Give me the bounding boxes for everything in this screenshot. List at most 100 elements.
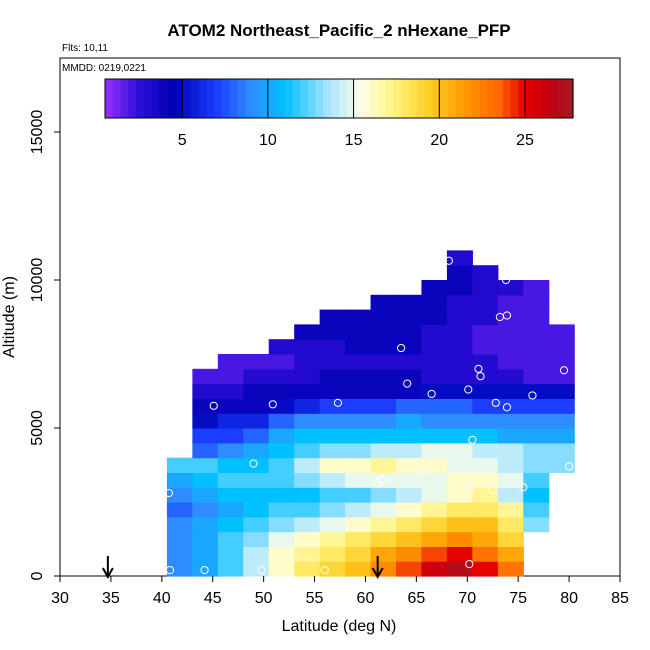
heatmap-cell [370,309,397,325]
heatmap-cell [421,398,448,414]
arrow-marker [101,556,114,580]
colorbar-segment [144,79,153,118]
heatmap-cell [472,502,499,518]
sample-point [417,468,426,477]
heatmap-cell [396,413,423,429]
heatmap-cell [294,368,321,385]
sample-point [488,486,497,495]
colorbar-segment [417,79,426,118]
heatmap-cell [497,324,524,340]
heatmap-cell [370,428,397,444]
heatmap-cell [217,442,244,459]
heatmap-cell [446,324,473,340]
colorbar-segment [190,79,200,118]
colorbar-segment [549,79,558,118]
heatmap-cell [345,516,372,533]
heatmap-cell [268,472,295,488]
heatmap-cell [370,457,397,473]
heatmap-cell [396,339,423,355]
heatmap-cell [243,487,270,503]
heatmap-cell [319,502,346,518]
sample-point [476,372,485,381]
heatmap-cell [243,516,270,533]
x-tick-label: 30 [51,590,69,607]
heatmap-cell [243,398,270,414]
heatmap-cell [294,502,321,518]
heatmap-cell [243,531,270,547]
heatmap-cell [472,457,499,473]
heatmap-cell [294,413,321,429]
heatmap-cell [497,339,524,355]
heatmap-cell [446,354,473,370]
heatmap-cell [370,442,397,459]
heatmap-cell [523,398,550,414]
heatmap-cell [523,442,550,459]
heatmap-cell [396,442,423,459]
sample-point [474,364,483,373]
colorbar-segment [198,79,207,118]
heatmap-cell [345,546,372,562]
heatmap-cell [446,413,473,429]
heatmap-cell [345,398,372,414]
heatmap-cell [421,442,448,459]
colorbar [104,78,574,119]
colorbar-segment [362,79,371,118]
x-tick-label: 70 [458,590,476,607]
heatmap-cell [243,413,270,429]
heatmap-cell [421,531,448,547]
heatmap-cell [294,383,321,399]
sample-point [464,385,473,394]
heatmap-cell [268,502,295,518]
heatmap-cell [472,428,499,444]
heatmap-cell [192,531,219,547]
x-tick-label: 85 [611,590,629,607]
heatmap-cell [472,531,499,547]
heatmap-cell [294,516,321,533]
sample-point [465,483,474,492]
colorbar-segment [222,79,231,118]
colorbar-segment [565,79,574,118]
heatmap-cell [345,413,372,429]
heatmap-cell [548,324,575,340]
heatmap-cell [192,457,219,473]
colorbar-segment [346,79,356,118]
heatmap-cell [472,339,499,355]
heatmap-cell [446,309,473,325]
heatmap-cell [497,280,524,296]
sample-point [164,489,174,498]
heatmap-cell [421,516,448,533]
heatmap-cell [548,368,575,385]
heatmap-cell [319,339,346,355]
sample-point [403,379,412,388]
heatmap-cell [370,339,397,355]
heatmap-cell [472,442,499,459]
heatmap-cell [319,383,346,399]
heatmap-cell [370,531,397,547]
heatmap-cell [421,428,448,444]
heatmap-cell [370,516,397,533]
heatmap-cell [345,457,372,473]
flights-label: Flts: 10,11 [62,43,108,54]
heatmap-cell [243,354,270,370]
heatmap-cell [396,354,423,370]
colorbar-segment [237,79,246,118]
heatmap-cell [446,561,473,577]
heatmap-cell [523,324,550,340]
heatmap-cell [217,546,244,562]
heatmap-cell [166,472,193,488]
colorbar-segment [245,79,254,118]
heatmap-cell [319,531,346,547]
heatmap-cell [319,324,346,340]
colorbar-frame [104,78,574,119]
colorbar-segment [409,79,418,118]
heatmap-cell [472,413,499,429]
sample-point [184,375,193,384]
sample-point [200,565,209,575]
heatmap-cell [370,354,397,370]
heatmap-cell [497,472,524,488]
heatmap-cell [319,368,346,385]
heatmap-cell [446,428,473,444]
heatmap-cells [166,250,575,577]
heatmap-cell [548,413,575,429]
